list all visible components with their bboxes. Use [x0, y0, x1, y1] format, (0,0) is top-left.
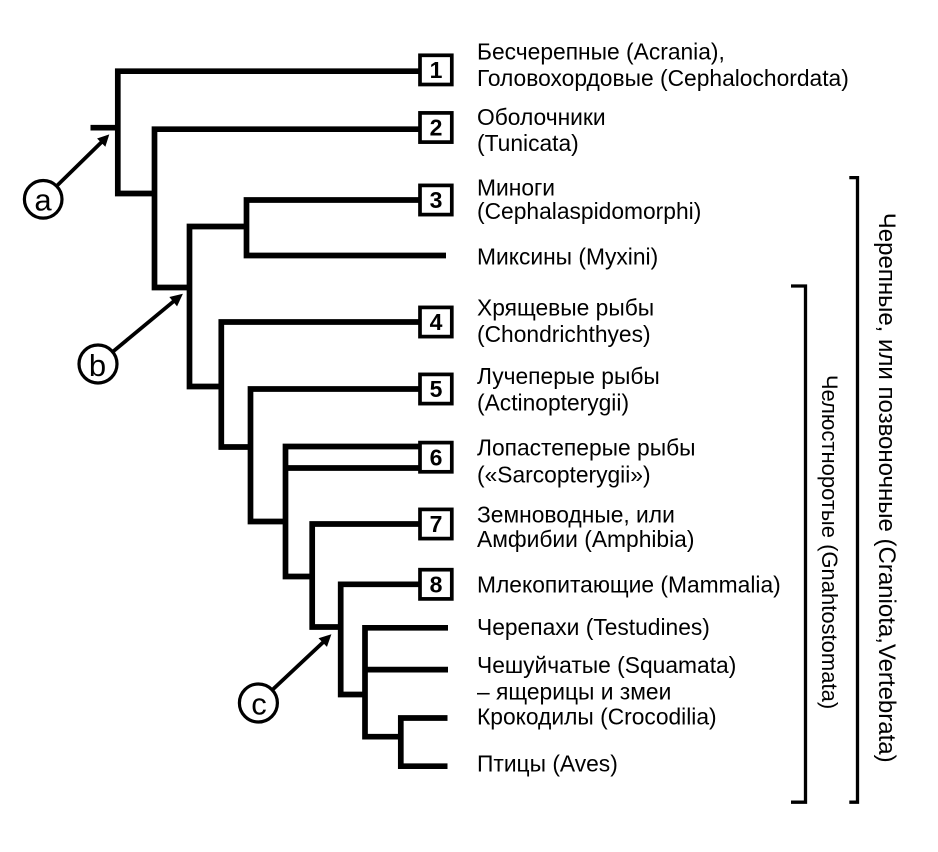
svg-text:2: 2 [430, 115, 443, 141]
svg-text:8: 8 [430, 571, 443, 597]
svg-text:(«Sarcopterygii»): («Sarcopterygii») [477, 462, 651, 488]
svg-text:Миноги: Миноги [477, 174, 555, 200]
svg-text:Миксины (Myxini): Миксины (Myxini) [477, 244, 658, 270]
svg-text:1: 1 [430, 57, 443, 83]
svg-text:b: b [89, 348, 106, 383]
svg-text:Амфибии (Amphibia): Амфибии (Amphibia) [477, 526, 694, 552]
svg-text:Черепные, или позвоночные (Cra: Черепные, или позвоночные (Craniota,Vert… [873, 213, 900, 763]
svg-text:(Chondrichthyes): (Chondrichthyes) [477, 321, 651, 347]
svg-text:3: 3 [430, 187, 443, 213]
svg-text:(Cephalaspidomorphi): (Cephalaspidomorphi) [477, 198, 701, 224]
svg-text:Лучеперые рыбы: Лучеперые рыбы [477, 363, 660, 389]
svg-text:4: 4 [430, 309, 443, 335]
svg-text:Млекопитающие (Mammalia): Млекопитающие (Mammalia) [477, 572, 781, 598]
svg-text:6: 6 [430, 444, 443, 470]
svg-text:Оболочники: Оболочники [477, 104, 606, 130]
svg-text:(Tunicata): (Tunicata) [477, 130, 579, 156]
svg-text:Крокодилы (Crocodilia): Крокодилы (Crocodilia) [477, 704, 717, 730]
svg-text:– ящерицы и змеи: – ящерицы и змеи [477, 678, 671, 704]
svg-text:c: c [251, 687, 267, 722]
svg-text:a: a [34, 182, 52, 217]
svg-text:Бесчерепные (Acrania),: Бесчерепные (Acrania), [477, 39, 725, 65]
svg-text:Головохордовые (Cephalochordat: Головохордовые (Cephalochordata) [477, 65, 849, 91]
svg-text:(Actinopterygii): (Actinopterygii) [477, 390, 629, 416]
svg-text:Чешуйчатые (Squamata): Чешуйчатые (Squamata) [477, 652, 736, 678]
svg-text:Челюстноротые (Gnahtostomata): Челюстноротые (Gnahtostomata) [817, 375, 842, 709]
svg-text:Черепахи (Testudines): Черепахи (Testudines) [477, 614, 710, 640]
svg-text:5: 5 [430, 376, 443, 402]
svg-text:Земноводные, или: Земноводные, или [477, 501, 675, 527]
svg-text:Лопастеперые рыбы: Лопастеперые рыбы [477, 435, 696, 461]
svg-text:Птицы (Aves): Птицы (Aves) [477, 751, 618, 777]
svg-text:Хрящевые рыбы: Хрящевые рыбы [477, 294, 654, 320]
svg-text:7: 7 [430, 511, 443, 537]
